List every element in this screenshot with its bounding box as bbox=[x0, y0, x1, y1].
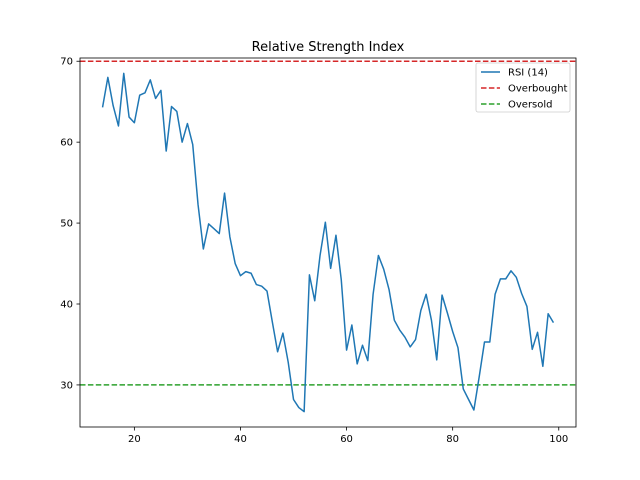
plot-frame bbox=[79, 57, 577, 428]
legend-box bbox=[475, 62, 571, 113]
legend: RSI (14) Overbought Oversold bbox=[475, 62, 571, 113]
y-tick-label: 30 bbox=[60, 380, 73, 391]
y-tick-label: 60 bbox=[60, 138, 73, 149]
x-tick-label: 80 bbox=[446, 434, 459, 445]
y-axis: 30 40 50 60 70 bbox=[60, 57, 80, 391]
legend-label-rsi: RSI (14) bbox=[508, 68, 548, 79]
y-tick-label: 50 bbox=[60, 219, 73, 230]
x-tick-label: 100 bbox=[549, 434, 568, 445]
series-layer bbox=[101, 72, 555, 413]
x-axis: 20 40 60 80 100 bbox=[128, 427, 568, 445]
x-tick-label: 40 bbox=[234, 434, 247, 445]
legend-label-overbought: Overbought bbox=[508, 84, 568, 95]
x-tick-label: 60 bbox=[340, 434, 353, 445]
x-tick-label: 20 bbox=[128, 434, 141, 445]
legend-label-oversold: Oversold bbox=[508, 100, 553, 111]
y-tick-label: 70 bbox=[60, 57, 73, 68]
y-tick-label: 40 bbox=[60, 300, 73, 311]
chart-title: Relative Strength Index bbox=[252, 40, 405, 55]
series-line-rsi bbox=[101, 72, 555, 413]
reference-lines bbox=[80, 60, 576, 386]
